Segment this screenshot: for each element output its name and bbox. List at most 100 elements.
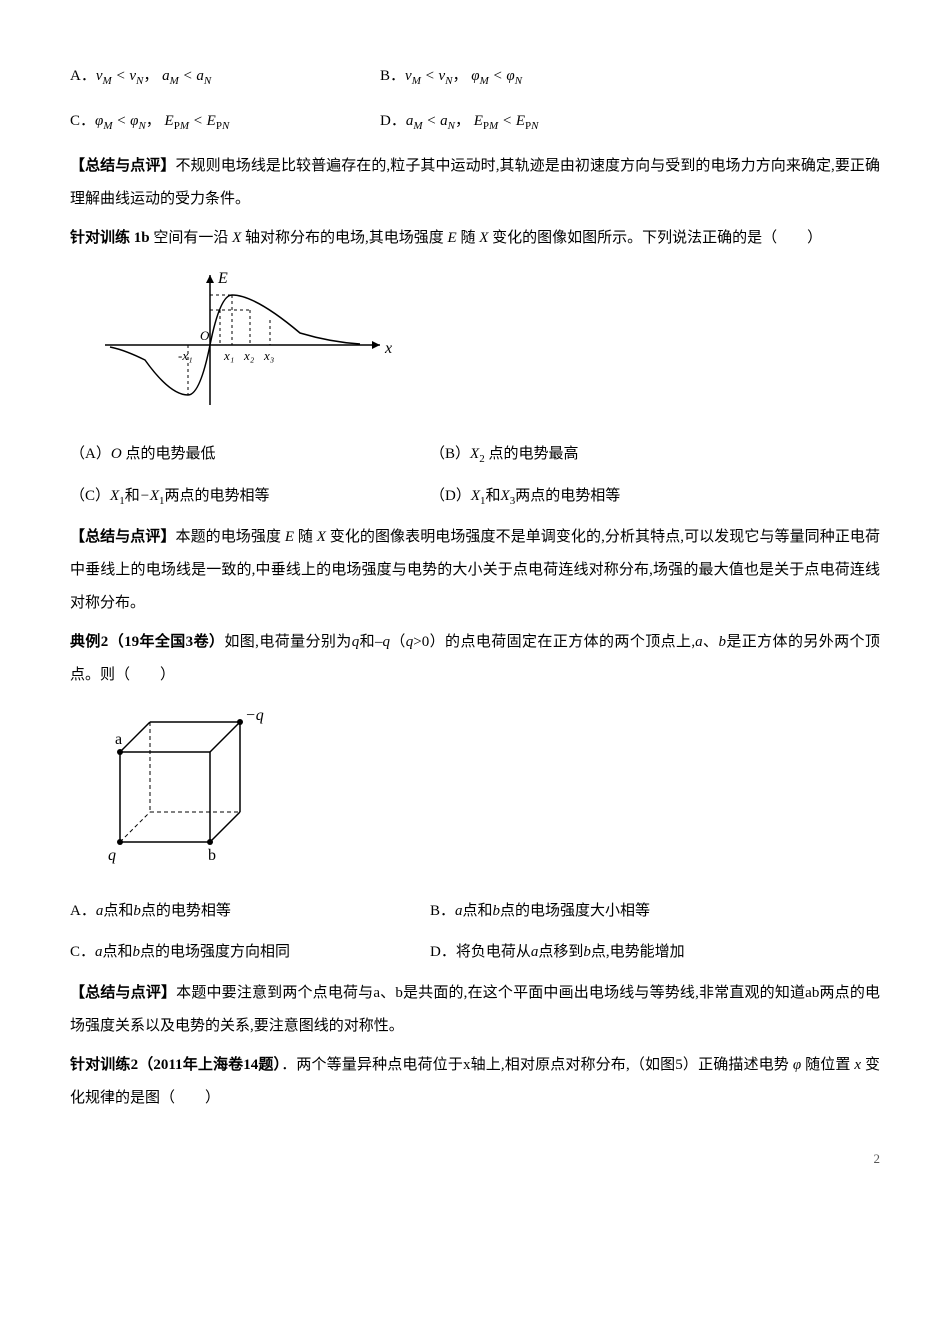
q1b-row2: （C）X1和−X1两点的电势相等 （D）X1和X3两点的电势相等	[70, 480, 880, 513]
label: C．	[70, 105, 95, 138]
t5: 、	[703, 634, 719, 650]
title: 【总结与点评】	[70, 529, 176, 545]
opt-d: （D）X1和X3两点的电势相等	[430, 480, 620, 513]
t2: 随位置	[801, 1057, 854, 1073]
ex2-row2: C．a点和b点的电场强度方向相同 D．将负电荷从a点移到b点,电势能增加	[70, 936, 880, 969]
label: （D）	[430, 488, 471, 504]
t2: 点,电势能增加	[591, 944, 685, 960]
title: 【总结与点评】	[70, 985, 176, 1001]
train2: 针对训练2（2011年上海卷14题）．两个等量异种点电荷位于x轴上,相对原点对称…	[70, 1049, 880, 1115]
math: aM < aN， EPM < EPN	[406, 105, 539, 138]
t2: 点的电场强度方向相同	[140, 944, 290, 960]
x: X	[317, 529, 326, 545]
q1-options-row2: C． φM < φN， EPM < EPN D． aM < aN， EPM < …	[70, 105, 880, 138]
negq-label: −q	[245, 707, 264, 724]
t4: 变化的图像如图所示。下列说法正确的是（ ）	[488, 230, 822, 246]
t2: 随	[294, 529, 317, 545]
a-label: a	[115, 731, 122, 748]
title: 针对训练 1b	[70, 230, 153, 246]
t1: 点移到	[538, 944, 583, 960]
opt-b: （B）X2 点的电势最高	[430, 438, 578, 471]
opt-b: B．a点和b点的电场强度大小相等	[430, 895, 650, 928]
text: 本题中要注意到两个点电荷与a、b是共面的,在这个平面中画出电场线与等势线,非常直…	[70, 985, 880, 1034]
b: b	[493, 903, 501, 919]
x1: x₁	[223, 348, 234, 363]
var: X1和X3	[471, 488, 515, 504]
graph-e-x: E x O -x₁ x₁ x₂ x₃	[100, 265, 880, 428]
label: （B）	[430, 446, 470, 462]
label: （A）	[70, 446, 111, 462]
t4: >0）的点电荷固定在正方体的两个顶点上,	[413, 634, 695, 650]
q1-opt-c: C． φM < φN， EPM < EPN	[70, 105, 350, 138]
phi: φ	[793, 1057, 801, 1073]
var: X2	[470, 446, 485, 462]
summary1: 【总结与点评】不规则电场线是比较普遍存在的,粒子其中运动时,其轨迹是由初速度方向…	[70, 150, 880, 216]
opt-a: A．a点和b点的电势相等	[70, 895, 430, 928]
label: D．将负电荷从	[430, 944, 531, 960]
q1-opt-b: B． vM < vN， φM < φN	[380, 60, 522, 93]
x2: x₂	[243, 348, 255, 363]
var: O	[111, 446, 122, 462]
label: （C）	[70, 488, 110, 504]
t2: 点的电场强度大小相等	[500, 903, 650, 919]
label: B．	[380, 60, 405, 93]
t1: 点和	[103, 903, 133, 919]
ex2: 典例2（19年全国3卷）如图,电荷量分别为q和–q（q>0）的点电荷固定在正方体…	[70, 626, 880, 692]
opt-d: D．将负电荷从a点移到b点,电势能增加	[430, 936, 685, 969]
cube-figure: a −q q b	[100, 702, 880, 885]
summary1b: 【总结与点评】本题的电场强度 E 随 X 变化的图像表明电场强度不是单调变化的,…	[70, 521, 880, 620]
title: 针对训练2（2011年上海卷14题）	[70, 1057, 281, 1073]
t2: 点的电势相等	[141, 903, 231, 919]
t2: 和	[359, 634, 375, 650]
varx: X	[232, 230, 241, 246]
t1: 空间有一沿	[153, 230, 232, 246]
t1: ．两个等量异种点电荷位于x轴上,相对原点对称分布,（如图5）正确描述电势	[281, 1057, 793, 1073]
a: a	[95, 944, 103, 960]
t3: （	[390, 634, 406, 650]
t1: 本题的电场强度	[176, 529, 285, 545]
summary-title: 【总结与点评】	[70, 158, 175, 174]
b: b	[583, 944, 591, 960]
b: b	[718, 634, 726, 650]
t2: 轴对称分布的电场,其电场强度	[241, 230, 447, 246]
ex2-row1: A．a点和b点的电势相等 B．a点和b点的电场强度大小相等	[70, 895, 880, 928]
t1: 点和	[103, 944, 133, 960]
text: 两点的电势相等	[515, 488, 620, 504]
e-label: E	[217, 270, 228, 287]
t3: 随	[457, 230, 480, 246]
opt-c: C．a点和b点的电场强度方向相同	[70, 936, 430, 969]
text: 点的电势最高	[485, 446, 579, 462]
math: vM < vN， aM < aN	[96, 60, 211, 93]
q1-opt-a: A． vM < vN， aM < aN	[70, 60, 350, 93]
x-label: x	[384, 340, 392, 357]
label: D．	[380, 105, 406, 138]
a: a	[695, 634, 703, 650]
b-label: b	[208, 847, 216, 864]
title: 典例2（19年全国3卷）	[70, 634, 224, 650]
opt-a: （A）O 点的电势最低	[70, 438, 430, 471]
o-label: O	[200, 328, 210, 343]
q1-options-row1: A． vM < vN， aM < aN B． vM < vN， φM < φN	[70, 60, 880, 93]
label: A．	[70, 903, 96, 919]
text: 两点的电势相等	[165, 488, 270, 504]
math: vM < vN， φM < φN	[405, 60, 522, 93]
math: φM < φN， EPM < EPN	[95, 105, 229, 138]
b: b	[133, 944, 141, 960]
vare: E	[448, 230, 457, 246]
e: E	[285, 529, 294, 545]
t1: 点和	[463, 903, 493, 919]
text: 点的电势最低	[122, 446, 216, 462]
q-label: q	[108, 847, 116, 864]
var: X1和−X1	[110, 488, 164, 504]
label: A．	[70, 60, 96, 93]
t1: 如图,电荷量分别为	[224, 634, 351, 650]
q1-opt-d: D． aM < aN， EPM < EPN	[380, 105, 538, 138]
label: C．	[70, 944, 95, 960]
page-number: 2	[70, 1145, 880, 1174]
a: a	[455, 903, 463, 919]
summary-text: 不规则电场线是比较普遍存在的,粒子其中运动时,其轨迹是由初速度方向与受到的电场力…	[70, 158, 880, 207]
q2: –q	[375, 634, 390, 650]
label: B．	[430, 903, 455, 919]
opt-c: （C）X1和−X1两点的电势相等	[70, 480, 430, 513]
x3: x₃	[263, 348, 274, 363]
